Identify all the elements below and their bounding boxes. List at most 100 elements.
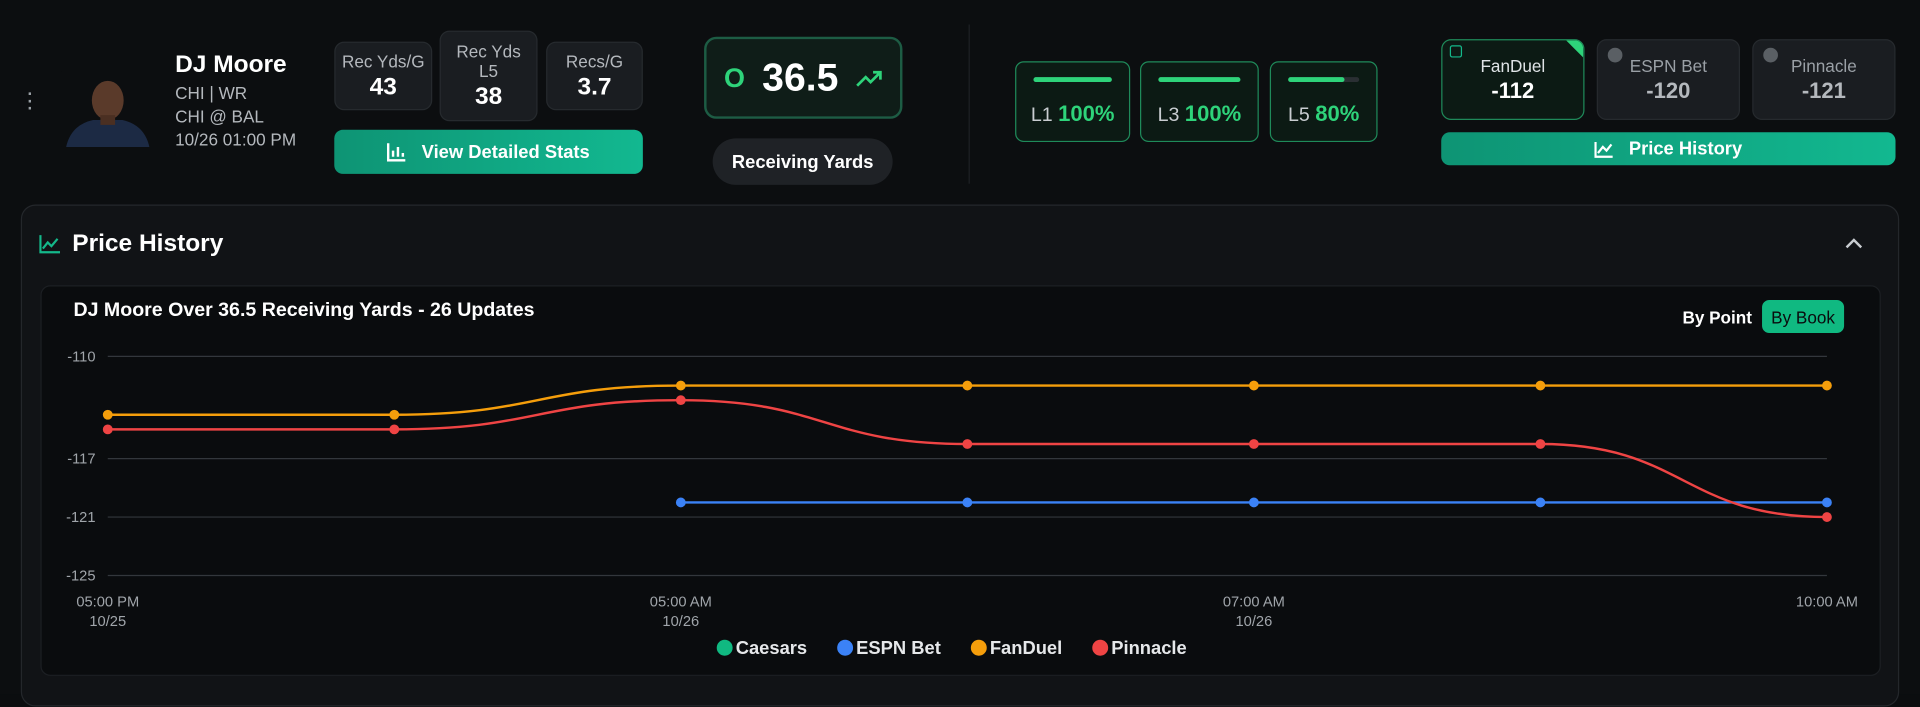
y-tick-label: -121 — [66, 510, 95, 526]
button-label: Price History — [1628, 138, 1743, 160]
book-radio — [1763, 47, 1778, 63]
view-stats-button[interactable]: View Detailed Stats — [334, 129, 643, 174]
book-name: Pinnacle — [1790, 55, 1857, 76]
x-tick-date: 10/26 — [662, 614, 699, 630]
data-point — [1822, 497, 1832, 508]
menu-dots[interactable]: · · · — [25, 79, 34, 122]
legend-swatch — [969, 638, 988, 657]
hit-rate-bar — [1288, 77, 1345, 83]
book-box[interactable]: ESPN Bet -120 — [1596, 39, 1741, 121]
data-point — [675, 395, 686, 406]
stat-box: Rec Yds/G 43 — [334, 41, 433, 111]
hit-rate-value: 80% — [1315, 101, 1360, 127]
legend-swatch — [715, 638, 734, 657]
data-point — [962, 497, 973, 508]
data-point — [675, 380, 686, 391]
stat-label: Recs/G — [565, 50, 624, 71]
hit-rate-label: L5 — [1287, 105, 1310, 127]
x-tick-label: 07:00 AM — [1223, 594, 1285, 610]
legend-label: FanDuel — [990, 637, 1062, 658]
hit-rate-text: L5 80% — [1271, 102, 1376, 128]
book-box[interactable]: Pinnacle -121 — [1752, 39, 1896, 121]
x-tick-date: 10/26 — [1235, 614, 1272, 630]
hit-rate-bar — [1033, 77, 1112, 83]
hit-rate-track — [1033, 77, 1112, 83]
data-point — [1248, 439, 1259, 449]
stat-box: Recs/G 3.7 — [546, 41, 643, 111]
legend-label: Pinnacle — [1111, 637, 1187, 658]
hit-rate-box[interactable]: L1 100% — [1015, 61, 1131, 143]
x-tick-label: 05:00 PM — [76, 594, 139, 610]
trend-icon — [855, 70, 882, 87]
market-pill[interactable]: Receiving Yards — [712, 138, 893, 185]
hit-rate-value: 100% — [1184, 101, 1242, 127]
data-point — [1535, 439, 1546, 449]
data-point — [389, 424, 400, 435]
data-point — [1248, 497, 1259, 508]
hit-rate-bar — [1158, 77, 1241, 83]
hit-rate-label: L1 — [1030, 105, 1053, 127]
y-tick-label: -117 — [67, 452, 95, 468]
hit-rate-label: L3 — [1157, 105, 1180, 127]
legend-label: ESPN Bet — [856, 637, 941, 658]
hit-rate-value: 100% — [1058, 101, 1115, 127]
hit-rate-track — [1288, 77, 1360, 83]
view-option-active[interactable]: By Book — [1762, 300, 1845, 334]
legend-label: Caesars — [736, 637, 807, 658]
hit-rate-text: L1 100% — [1016, 102, 1129, 128]
price-history-button[interactable]: Price History — [1441, 132, 1896, 166]
legend-swatch — [835, 638, 855, 657]
bar-icon — [387, 143, 406, 162]
line-side: O — [724, 61, 746, 93]
stat-box: Rec Yds L5 38 — [439, 30, 538, 122]
player-matchup: CHI @ BAL — [175, 106, 264, 127]
chart-title: DJ Moore Over 36.5 Receiving Yards - 26 … — [73, 299, 534, 321]
stat-value: 3.7 — [577, 72, 612, 100]
book-odds: -120 — [1646, 77, 1691, 103]
collapse-chevron[interactable] — [1845, 238, 1863, 250]
game-time: 10/26 01:00 PM — [175, 129, 297, 150]
line-box[interactable]: O 36.5 — [704, 36, 903, 119]
x-tick-date: 10/25 — [89, 614, 126, 630]
book-name: ESPN Bet — [1629, 55, 1707, 76]
book-box[interactable]: FanDuel -112 — [1441, 39, 1585, 121]
y-tick-label: -110 — [67, 349, 95, 365]
data-point — [962, 380, 973, 391]
legend-swatch — [1091, 638, 1110, 657]
hit-rate-box[interactable]: L5 80% — [1269, 61, 1378, 143]
stat-value: 43 — [369, 72, 397, 100]
chart-icon — [1594, 141, 1613, 158]
x-tick-label: 05:00 AM — [650, 594, 712, 610]
player-photo — [61, 71, 155, 147]
y-tick-label: -125 — [66, 569, 95, 585]
x-tick-label: 10:00 AM — [1796, 594, 1858, 610]
book-name: FanDuel — [1480, 55, 1546, 76]
data-point — [1822, 512, 1832, 522]
data-point — [102, 424, 113, 435]
data-point — [675, 497, 686, 508]
hit-rate-track — [1158, 77, 1241, 83]
book-odds: -121 — [1801, 77, 1846, 103]
external-icon — [1449, 45, 1463, 58]
stat-label: Rec Yds L5 — [456, 41, 521, 81]
section-icon — [39, 235, 61, 254]
hit-rate-text: L3 100% — [1141, 102, 1257, 128]
stat-value: 38 — [474, 82, 503, 110]
data-point — [102, 409, 113, 420]
data-point — [1535, 380, 1546, 391]
hit-rate-box[interactable]: L3 100% — [1140, 61, 1259, 143]
view-option[interactable]: By Point — [1682, 307, 1752, 327]
data-point — [389, 409, 400, 420]
divider — [968, 24, 970, 184]
book-radio — [1607, 47, 1623, 63]
chart-panel — [40, 285, 1881, 676]
stat-label: Rec Yds/G — [341, 50, 425, 71]
player-name: DJ Moore — [175, 51, 287, 79]
button-label: View Detailed Stats — [421, 141, 590, 163]
data-point — [1248, 380, 1259, 391]
data-point — [962, 439, 973, 449]
data-point — [1535, 497, 1546, 508]
